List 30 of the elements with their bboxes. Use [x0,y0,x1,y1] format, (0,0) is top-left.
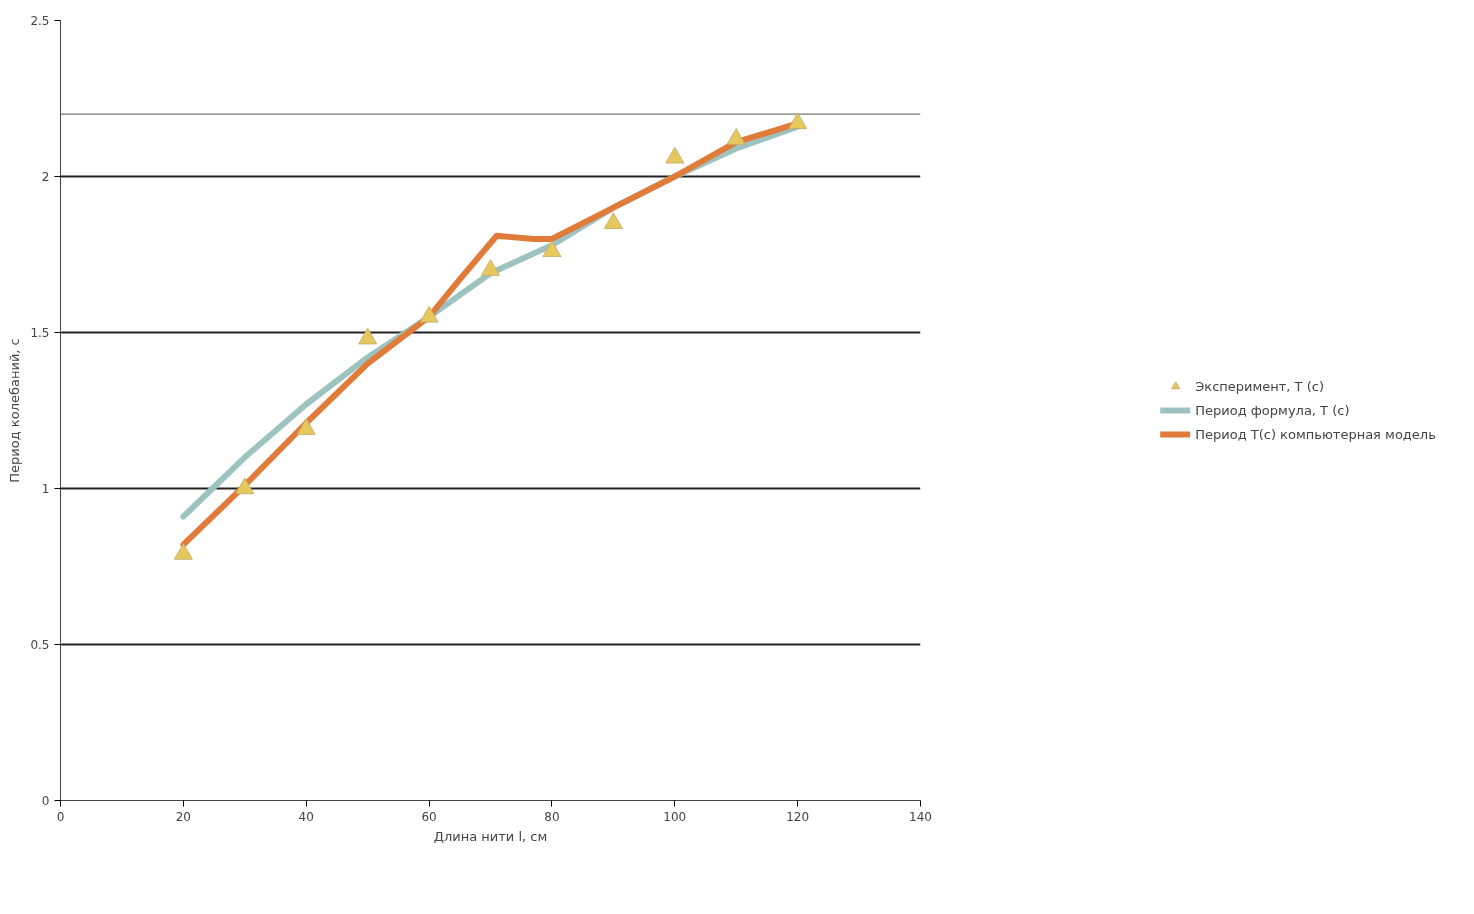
x-tick-label: 80 [544,809,560,824]
point [603,212,623,229]
y-tick-label: 0.5 [30,638,50,652]
y-tick-label: 2 [41,170,50,184]
x-axis-title: Длина нити l, см [433,828,548,844]
x-tick-label: 40 [298,809,314,824]
legend-label: Период T(с) компьютерная модель [1195,426,1436,442]
point [296,418,316,435]
point [358,327,378,345]
point [665,146,685,164]
legend-label: Эксперимент, T (с) [1195,378,1324,394]
point [419,306,439,323]
y-tick-label: 1.5 [30,326,50,340]
y-axis-title: Период колебаний, с [7,338,23,483]
legend-label: Период формула, T (с) [1195,402,1350,418]
x-tick-label: 120 [786,809,810,824]
point [481,259,500,276]
y-tick-label: 1 [41,482,50,496]
x-tick-label: 140 [909,809,932,824]
point [726,128,746,145]
x-tick-label: 0 [56,809,65,824]
point [173,543,193,560]
x-tick-label: 60 [421,809,437,824]
y-tick-label: 2.5 [30,14,50,28]
point [788,112,808,130]
y-tick-label: 0 [41,794,50,808]
x-tick-label: 20 [175,809,191,824]
x-tick-label: 100 [663,809,687,824]
point [235,477,255,495]
point [542,240,562,258]
